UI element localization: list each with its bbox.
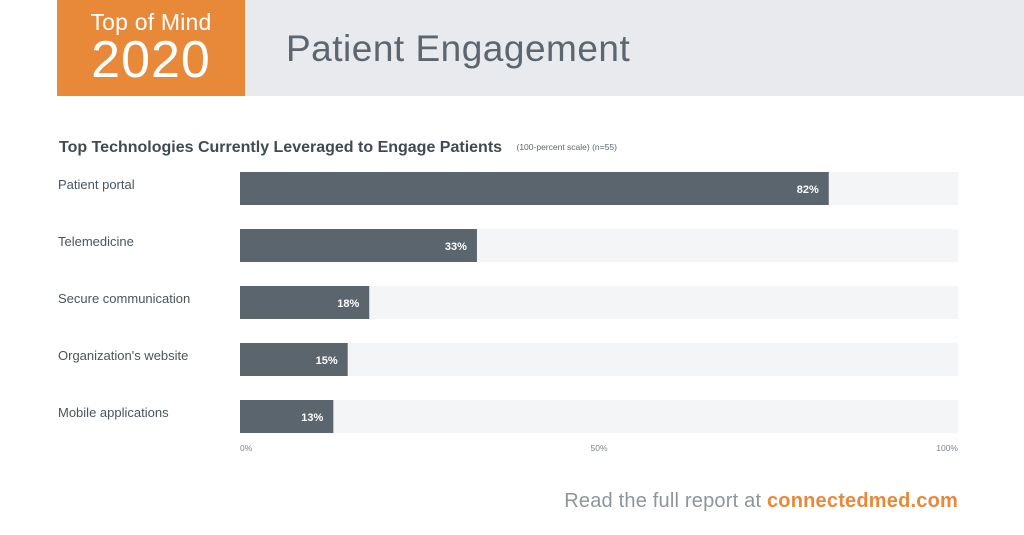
top-of-mind-badge: Top of Mind 2020 (57, 0, 245, 96)
bar-track (240, 343, 958, 376)
badge-year: 2020 (91, 31, 211, 89)
value-label: 13% (301, 412, 323, 424)
bar (240, 400, 334, 433)
category-label: Secure communication (58, 291, 190, 306)
value-label: 33% (445, 241, 467, 253)
report-link[interactable]: connectedmed.com (766, 490, 958, 512)
badge-top-text: Top of Mind (90, 9, 212, 35)
chart-title: Top Technologies Currently Leveraged to … (59, 139, 503, 156)
footer-text: Read the full report at (564, 490, 767, 512)
bar-track (240, 400, 958, 433)
value-label: 15% (316, 355, 338, 367)
value-label: 82% (797, 184, 819, 196)
category-label: Patient portal (58, 177, 135, 192)
category-label: Mobile applications (58, 405, 169, 420)
bar (240, 229, 477, 262)
footer: Read the full report at connectedmed.com (564, 490, 958, 513)
value-label: 18% (337, 298, 359, 310)
bar (240, 343, 348, 376)
category-label: Organization's website (58, 348, 188, 363)
chart-title-block: Top Technologies Currently Leveraged to … (59, 139, 617, 157)
category-label: Telemedicine (58, 234, 134, 249)
x-tick-label: 100% (936, 443, 958, 453)
x-tick-label: 0% (240, 443, 253, 453)
bar (240, 172, 829, 205)
page-title: Patient Engagement (286, 28, 631, 69)
bar (240, 286, 370, 319)
chart-subtitle: (100-percent scale) (n=55) (516, 142, 617, 152)
x-tick-label: 50% (590, 443, 607, 453)
